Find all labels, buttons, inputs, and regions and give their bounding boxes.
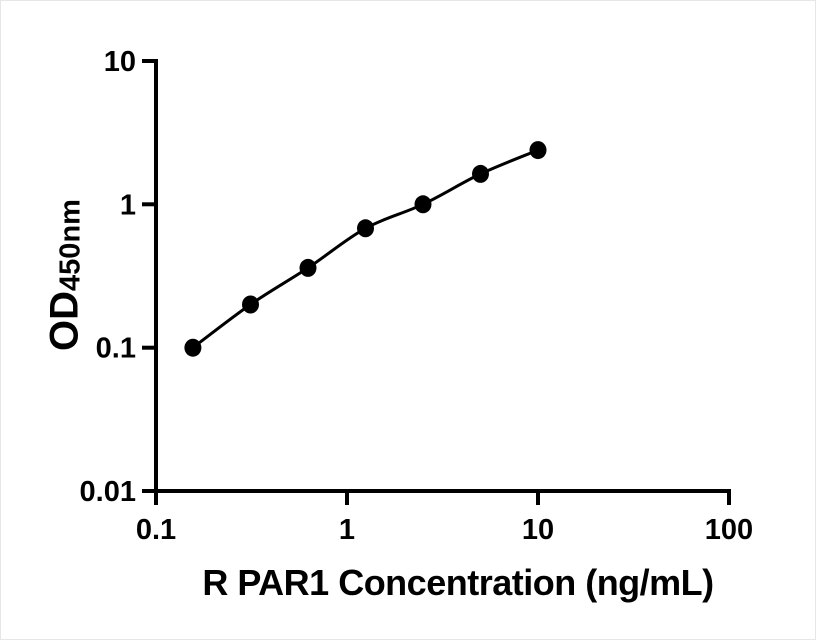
x-axis-title: R PAR1 Concentration (ng/mL) [202,562,714,603]
y-tick-label: 10 [104,46,136,78]
y-tick-label: 0.1 [96,333,136,365]
x-tick-label: 100 [705,514,753,546]
data-point-marker [299,258,317,277]
y-tick-label: 0.01 [80,476,136,508]
y-axis-title-subscript: 450nm [54,199,87,291]
x-tick-label: 0.1 [136,514,176,546]
y-axis-title-main: OD [42,290,87,351]
x-tick-label: 1 [339,514,355,546]
data-point-marker [357,219,374,238]
data-point-marker [184,338,202,357]
x-tick-label: 10 [522,514,554,546]
data-point-marker [242,295,259,314]
y-axis-title: OD450nm [42,199,87,351]
data-point-marker [529,141,547,160]
y-tick-label: 1 [120,189,136,221]
data-point-marker [414,195,432,214]
data-point-marker [472,164,489,183]
